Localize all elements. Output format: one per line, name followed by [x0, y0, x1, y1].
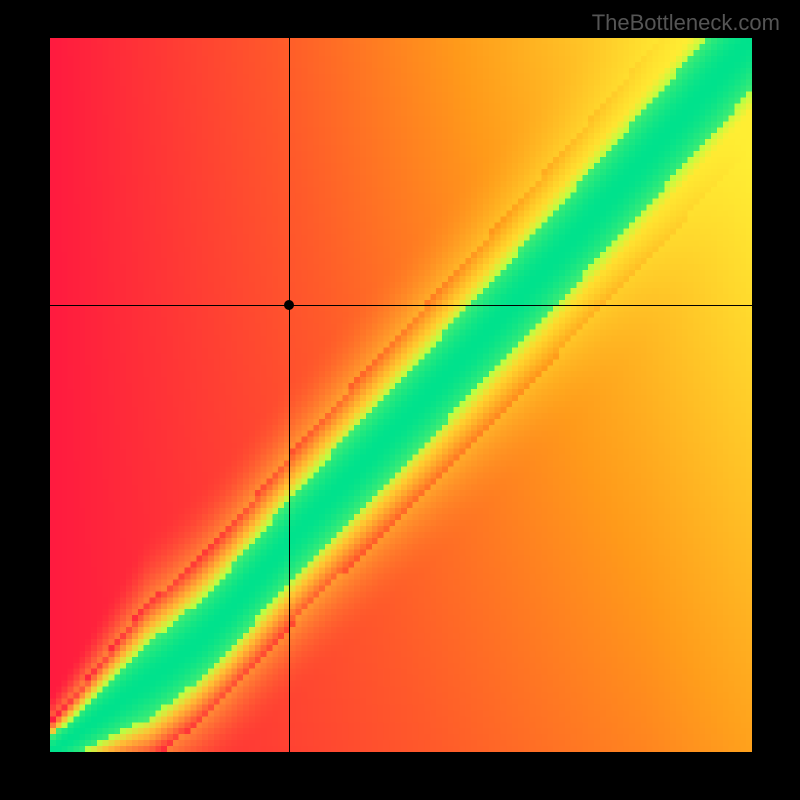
bottleneck-heatmap — [50, 38, 752, 752]
chart-container: TheBottleneck.com — [0, 0, 800, 800]
crosshair-horizontal — [50, 305, 752, 306]
watermark-text: TheBottleneck.com — [592, 10, 780, 36]
bottleneck-marker-point — [284, 300, 294, 310]
crosshair-vertical — [289, 38, 290, 752]
